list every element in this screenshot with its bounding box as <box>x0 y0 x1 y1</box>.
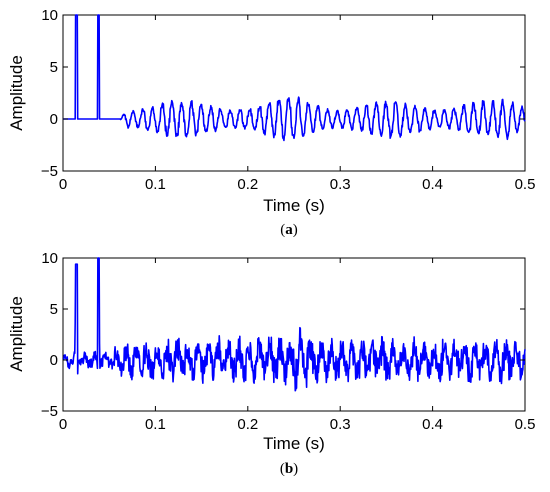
panel-b-frame <box>62 257 526 412</box>
x-tick-label: 0.4 <box>422 176 443 193</box>
panel-b-ylabel: Amplitude <box>7 296 26 372</box>
x-tick-label: 0.5 <box>515 416 536 433</box>
x-tick-label: 0.4 <box>422 416 443 433</box>
panel-a-caption-letter: a <box>285 222 293 238</box>
x-tick-label: 0.2 <box>237 416 258 433</box>
panel-a-xlabel: Time (s) <box>263 196 325 215</box>
x-tick-label: 0.1 <box>145 176 166 193</box>
panel-a-caption: (a) <box>280 222 298 238</box>
x-tick-label: 0 <box>59 176 67 193</box>
x-tick-label: 0.3 <box>330 176 351 193</box>
panel-b-caption-letter: b <box>285 461 293 477</box>
y-tick-label: 10 <box>41 7 58 24</box>
x-tick-label: 0.5 <box>515 176 536 193</box>
signal-line <box>62 257 526 392</box>
panel-a-marks <box>62 14 526 142</box>
y-tick-label: −5 <box>41 403 58 420</box>
x-tick-label: 0 <box>59 416 67 433</box>
y-tick-label: 5 <box>50 59 58 76</box>
panel-b-caption: (b) <box>280 461 298 477</box>
y-tick-label: 0 <box>50 111 58 128</box>
signal-line <box>62 14 526 142</box>
panel-b-xlabel: Time (s) <box>263 434 325 453</box>
y-tick-label: 10 <box>41 250 58 267</box>
panel-a-ylabel: Amplitude <box>7 55 26 131</box>
y-tick-label: −5 <box>41 163 58 180</box>
y-tick-label: 0 <box>50 352 58 369</box>
y-tick-label: 5 <box>50 301 58 318</box>
x-tick-label: 0.2 <box>237 176 258 193</box>
x-tick-label: 0.3 <box>330 416 351 433</box>
x-tick-label: 0.1 <box>145 416 166 433</box>
panel-b-marks <box>62 257 526 392</box>
panel-a-frame <box>62 14 526 172</box>
